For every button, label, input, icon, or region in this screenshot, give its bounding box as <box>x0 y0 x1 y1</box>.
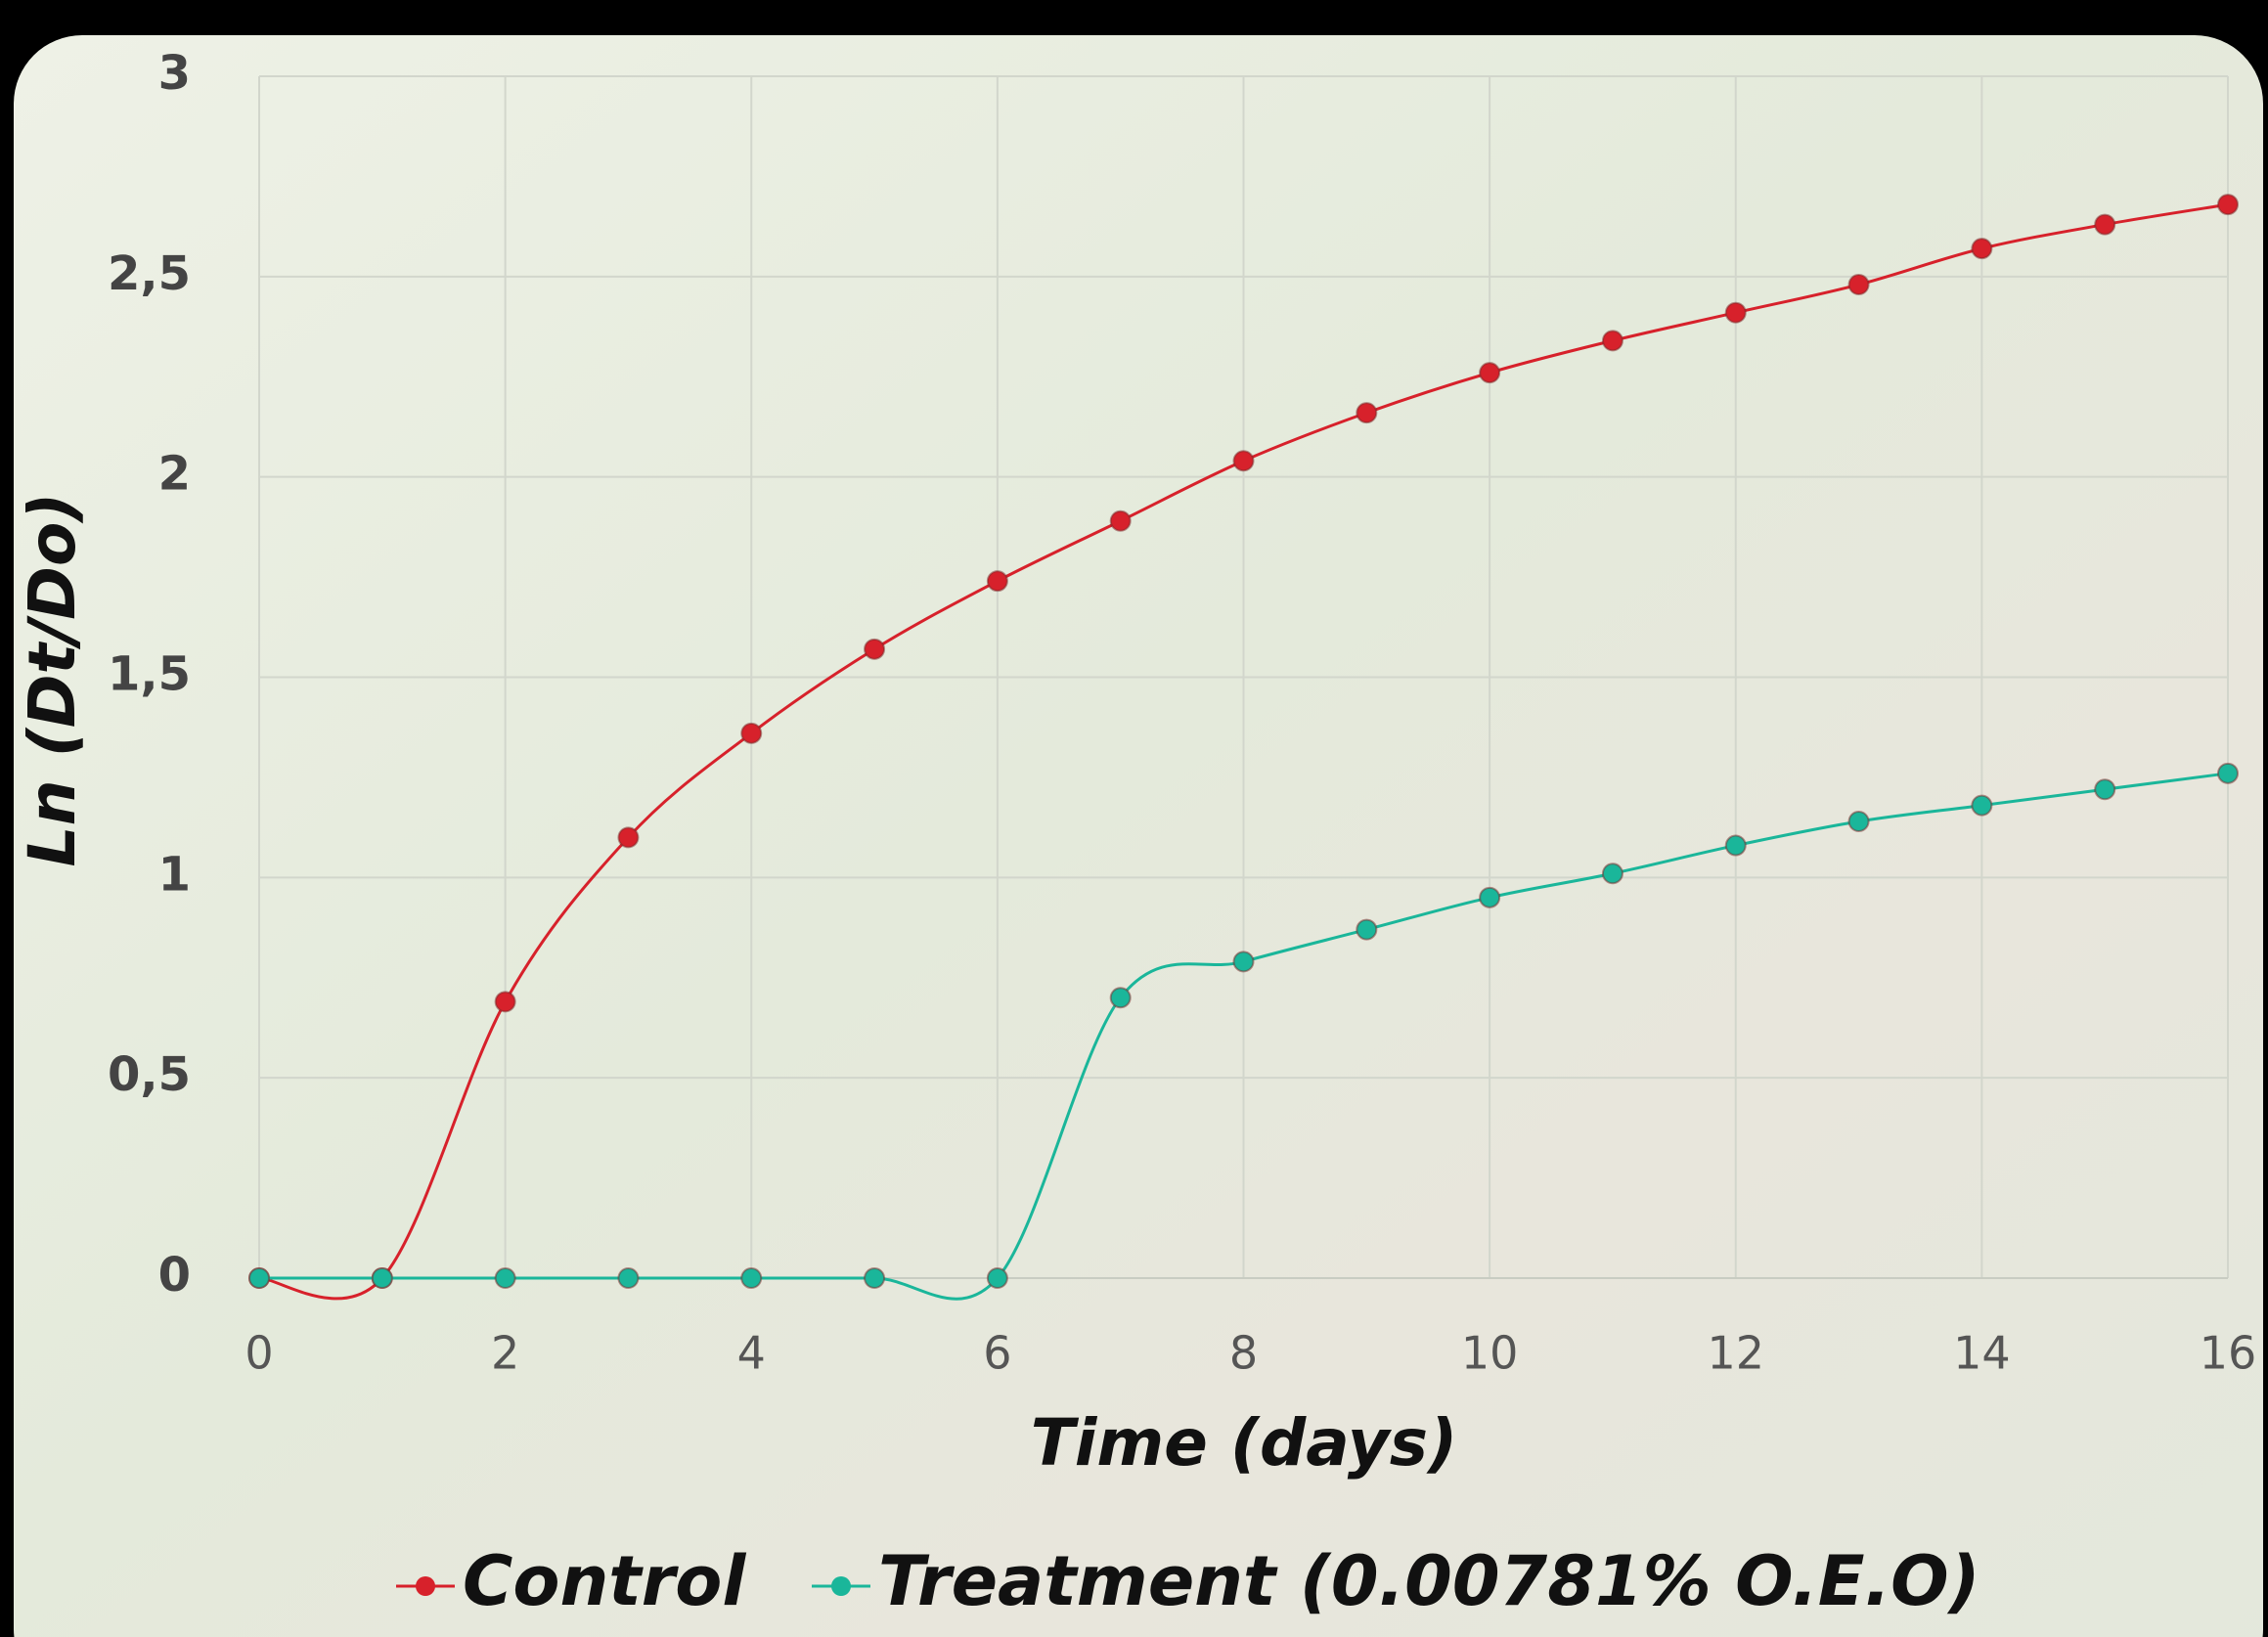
chart: Time (days) Ln (Dt/Do) 0 0,5 1 1,5 2 2,5 3 0 2 4 6… <box>0 0 2268 1637</box>
data-point <box>618 1268 638 1288</box>
data-point <box>988 571 1007 591</box>
data-point <box>1603 863 1623 883</box>
data-point <box>1234 451 1254 470</box>
x-tick-label: 0 <box>245 1327 273 1380</box>
data-point <box>2218 764 2238 783</box>
data-point <box>249 1268 269 1288</box>
legend-label: Treatment (0.00781% O.E.O) <box>878 1541 1980 1621</box>
data-point <box>1480 363 1499 382</box>
x-axis-title: Time (days) <box>1031 1405 1458 1481</box>
data-point <box>2218 195 2238 214</box>
data-point <box>1603 331 1623 350</box>
legend-label: Control <box>463 1541 746 1621</box>
legend-marker <box>416 1576 435 1596</box>
data-point <box>1111 988 1131 1007</box>
data-point <box>1972 796 1991 816</box>
x-tick-label: 2 <box>491 1327 519 1380</box>
y-tick-label: 2 <box>158 447 191 502</box>
y-tick-label: 3 <box>158 46 191 101</box>
y-axis-title: Ln (Dt/Do) <box>15 493 90 867</box>
y-tick-label: 1,5 <box>108 647 191 702</box>
x-tick-label: 10 <box>1461 1327 1519 1380</box>
data-point <box>2095 215 2114 235</box>
data-point <box>741 1268 761 1288</box>
y-tick-label: 2,5 <box>108 246 191 301</box>
x-tick-label: 12 <box>1707 1327 1764 1380</box>
data-point <box>1356 403 1376 422</box>
data-point <box>865 640 884 659</box>
background <box>14 35 2263 1637</box>
x-tick-label: 6 <box>983 1327 1011 1380</box>
data-point <box>1726 836 1746 856</box>
data-point <box>865 1268 884 1288</box>
page: {"chart_data": {"type": "line", "x_label… <box>0 0 2268 1637</box>
y-tick-label: 1 <box>158 847 191 902</box>
data-point <box>1972 239 1991 258</box>
data-point <box>373 1268 392 1288</box>
data-point <box>496 992 515 1011</box>
y-tick-label: 0 <box>158 1248 191 1303</box>
data-point <box>1849 812 1869 831</box>
data-point <box>741 724 761 743</box>
x-tick-label: 4 <box>737 1327 766 1380</box>
data-point <box>618 827 638 847</box>
x-tick-label: 14 <box>1953 1327 2011 1380</box>
data-point <box>496 1268 515 1288</box>
data-point <box>1234 951 1254 971</box>
data-point <box>988 1268 1007 1288</box>
data-point <box>1726 303 1746 323</box>
y-tick-label: 0,5 <box>108 1047 191 1102</box>
x-tick-label: 8 <box>1229 1327 1258 1380</box>
x-tick-label: 16 <box>2200 1327 2257 1380</box>
data-point <box>1849 275 1869 294</box>
legend-marker <box>831 1576 851 1596</box>
data-point <box>1356 920 1376 940</box>
data-point <box>1480 888 1499 907</box>
data-point <box>1111 511 1131 531</box>
data-point <box>2095 779 2114 799</box>
